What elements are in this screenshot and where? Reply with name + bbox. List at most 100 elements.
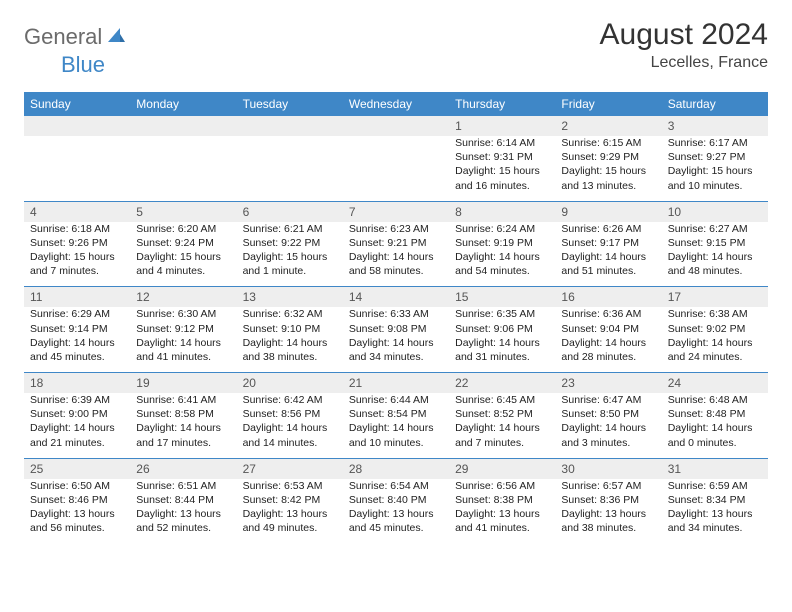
day-number: 16	[555, 287, 661, 308]
sunrise-text: Sunrise: 6:56 AM	[455, 479, 549, 493]
info-row: Sunrise: 6:18 AMSunset: 9:26 PMDaylight:…	[24, 222, 768, 287]
sunset-text: Sunset: 8:56 PM	[243, 407, 337, 421]
sunrise-text: Sunrise: 6:20 AM	[136, 222, 230, 236]
day-number: 30	[555, 458, 661, 479]
day-number: 17	[662, 287, 768, 308]
weekday-sunday: Sunday	[24, 92, 130, 116]
day-number	[343, 116, 449, 136]
sunrise-text: Sunrise: 6:47 AM	[561, 393, 655, 407]
sunrise-text: Sunrise: 6:53 AM	[243, 479, 337, 493]
day-cell: Sunrise: 6:15 AMSunset: 9:29 PMDaylight:…	[555, 136, 661, 201]
day-number: 8	[449, 201, 555, 222]
day-number: 12	[130, 287, 236, 308]
sunrise-text: Sunrise: 6:27 AM	[668, 222, 762, 236]
daylight-text: Daylight: 14 hours and 38 minutes.	[243, 336, 337, 364]
sunset-text: Sunset: 9:10 PM	[243, 322, 337, 336]
day-cell: Sunrise: 6:42 AMSunset: 8:56 PMDaylight:…	[237, 393, 343, 458]
sunset-text: Sunset: 9:19 PM	[455, 236, 549, 250]
daylight-text: Daylight: 15 hours and 16 minutes.	[455, 164, 549, 192]
info-row: Sunrise: 6:50 AMSunset: 8:46 PMDaylight:…	[24, 479, 768, 544]
sunrise-text: Sunrise: 6:45 AM	[455, 393, 549, 407]
day-cell: Sunrise: 6:41 AMSunset: 8:58 PMDaylight:…	[130, 393, 236, 458]
weekday-header-row: Sunday Monday Tuesday Wednesday Thursday…	[24, 92, 768, 116]
daylight-text: Daylight: 14 hours and 34 minutes.	[349, 336, 443, 364]
info-row: Sunrise: 6:39 AMSunset: 9:00 PMDaylight:…	[24, 393, 768, 458]
day-cell: Sunrise: 6:51 AMSunset: 8:44 PMDaylight:…	[130, 479, 236, 544]
sunset-text: Sunset: 9:04 PM	[561, 322, 655, 336]
sunrise-text: Sunrise: 6:38 AM	[668, 307, 762, 321]
sunrise-text: Sunrise: 6:33 AM	[349, 307, 443, 321]
sunset-text: Sunset: 9:22 PM	[243, 236, 337, 250]
sunset-text: Sunset: 9:26 PM	[30, 236, 124, 250]
sunrise-text: Sunrise: 6:36 AM	[561, 307, 655, 321]
day-cell: Sunrise: 6:59 AMSunset: 8:34 PMDaylight:…	[662, 479, 768, 544]
daynum-row: 45678910	[24, 201, 768, 222]
sunrise-text: Sunrise: 6:15 AM	[561, 136, 655, 150]
day-cell: Sunrise: 6:29 AMSunset: 9:14 PMDaylight:…	[24, 307, 130, 372]
day-cell: Sunrise: 6:48 AMSunset: 8:48 PMDaylight:…	[662, 393, 768, 458]
daylight-text: Daylight: 13 hours and 34 minutes.	[668, 507, 762, 535]
daylight-text: Daylight: 14 hours and 3 minutes.	[561, 421, 655, 449]
day-cell: Sunrise: 6:23 AMSunset: 9:21 PMDaylight:…	[343, 222, 449, 287]
sunrise-text: Sunrise: 6:26 AM	[561, 222, 655, 236]
day-cell: Sunrise: 6:21 AMSunset: 9:22 PMDaylight:…	[237, 222, 343, 287]
day-number: 3	[662, 116, 768, 136]
day-number: 11	[24, 287, 130, 308]
daylight-text: Daylight: 13 hours and 45 minutes.	[349, 507, 443, 535]
daylight-text: Daylight: 14 hours and 45 minutes.	[30, 336, 124, 364]
daynum-row: 123	[24, 116, 768, 136]
day-cell: Sunrise: 6:38 AMSunset: 9:02 PMDaylight:…	[662, 307, 768, 372]
daynum-row: 11121314151617	[24, 287, 768, 308]
day-number: 6	[237, 201, 343, 222]
day-number: 5	[130, 201, 236, 222]
day-cell	[24, 136, 130, 201]
daylight-text: Daylight: 15 hours and 1 minute.	[243, 250, 337, 278]
month-title: August 2024	[600, 18, 768, 52]
daylight-text: Daylight: 13 hours and 38 minutes.	[561, 507, 655, 535]
sunrise-text: Sunrise: 6:24 AM	[455, 222, 549, 236]
day-number: 1	[449, 116, 555, 136]
weekday-monday: Monday	[130, 92, 236, 116]
sunset-text: Sunset: 8:58 PM	[136, 407, 230, 421]
day-cell: Sunrise: 6:24 AMSunset: 9:19 PMDaylight:…	[449, 222, 555, 287]
logo: General	[24, 18, 128, 50]
sunset-text: Sunset: 9:02 PM	[668, 322, 762, 336]
weekday-thursday: Thursday	[449, 92, 555, 116]
day-cell: Sunrise: 6:45 AMSunset: 8:52 PMDaylight:…	[449, 393, 555, 458]
sunset-text: Sunset: 8:52 PM	[455, 407, 549, 421]
sunset-text: Sunset: 9:15 PM	[668, 236, 762, 250]
daylight-text: Daylight: 14 hours and 0 minutes.	[668, 421, 762, 449]
sunrise-text: Sunrise: 6:59 AM	[668, 479, 762, 493]
sunrise-text: Sunrise: 6:41 AM	[136, 393, 230, 407]
sunrise-text: Sunrise: 6:44 AM	[349, 393, 443, 407]
info-row: Sunrise: 6:29 AMSunset: 9:14 PMDaylight:…	[24, 307, 768, 372]
daylight-text: Daylight: 15 hours and 4 minutes.	[136, 250, 230, 278]
day-number: 7	[343, 201, 449, 222]
sunset-text: Sunset: 8:38 PM	[455, 493, 549, 507]
day-cell: Sunrise: 6:14 AMSunset: 9:31 PMDaylight:…	[449, 136, 555, 201]
day-cell: Sunrise: 6:44 AMSunset: 8:54 PMDaylight:…	[343, 393, 449, 458]
sunset-text: Sunset: 8:36 PM	[561, 493, 655, 507]
daylight-text: Daylight: 15 hours and 7 minutes.	[30, 250, 124, 278]
daylight-text: Daylight: 14 hours and 54 minutes.	[455, 250, 549, 278]
logo-sail-icon	[106, 26, 126, 49]
sunrise-text: Sunrise: 6:18 AM	[30, 222, 124, 236]
daylight-text: Daylight: 14 hours and 31 minutes.	[455, 336, 549, 364]
day-number	[237, 116, 343, 136]
calendar-page: General August 2024 Lecelles, France Blu…	[0, 0, 792, 553]
calendar-table: Sunday Monday Tuesday Wednesday Thursday…	[24, 92, 768, 543]
sunset-text: Sunset: 8:50 PM	[561, 407, 655, 421]
sunrise-text: Sunrise: 6:17 AM	[668, 136, 762, 150]
daylight-text: Daylight: 13 hours and 52 minutes.	[136, 507, 230, 535]
sunrise-text: Sunrise: 6:35 AM	[455, 307, 549, 321]
daylight-text: Daylight: 14 hours and 24 minutes.	[668, 336, 762, 364]
daynum-row: 25262728293031	[24, 458, 768, 479]
sunset-text: Sunset: 8:34 PM	[668, 493, 762, 507]
day-cell: Sunrise: 6:53 AMSunset: 8:42 PMDaylight:…	[237, 479, 343, 544]
day-number: 2	[555, 116, 661, 136]
weekday-saturday: Saturday	[662, 92, 768, 116]
day-cell	[130, 136, 236, 201]
daylight-text: Daylight: 15 hours and 10 minutes.	[668, 164, 762, 192]
sunrise-text: Sunrise: 6:57 AM	[561, 479, 655, 493]
day-cell: Sunrise: 6:27 AMSunset: 9:15 PMDaylight:…	[662, 222, 768, 287]
